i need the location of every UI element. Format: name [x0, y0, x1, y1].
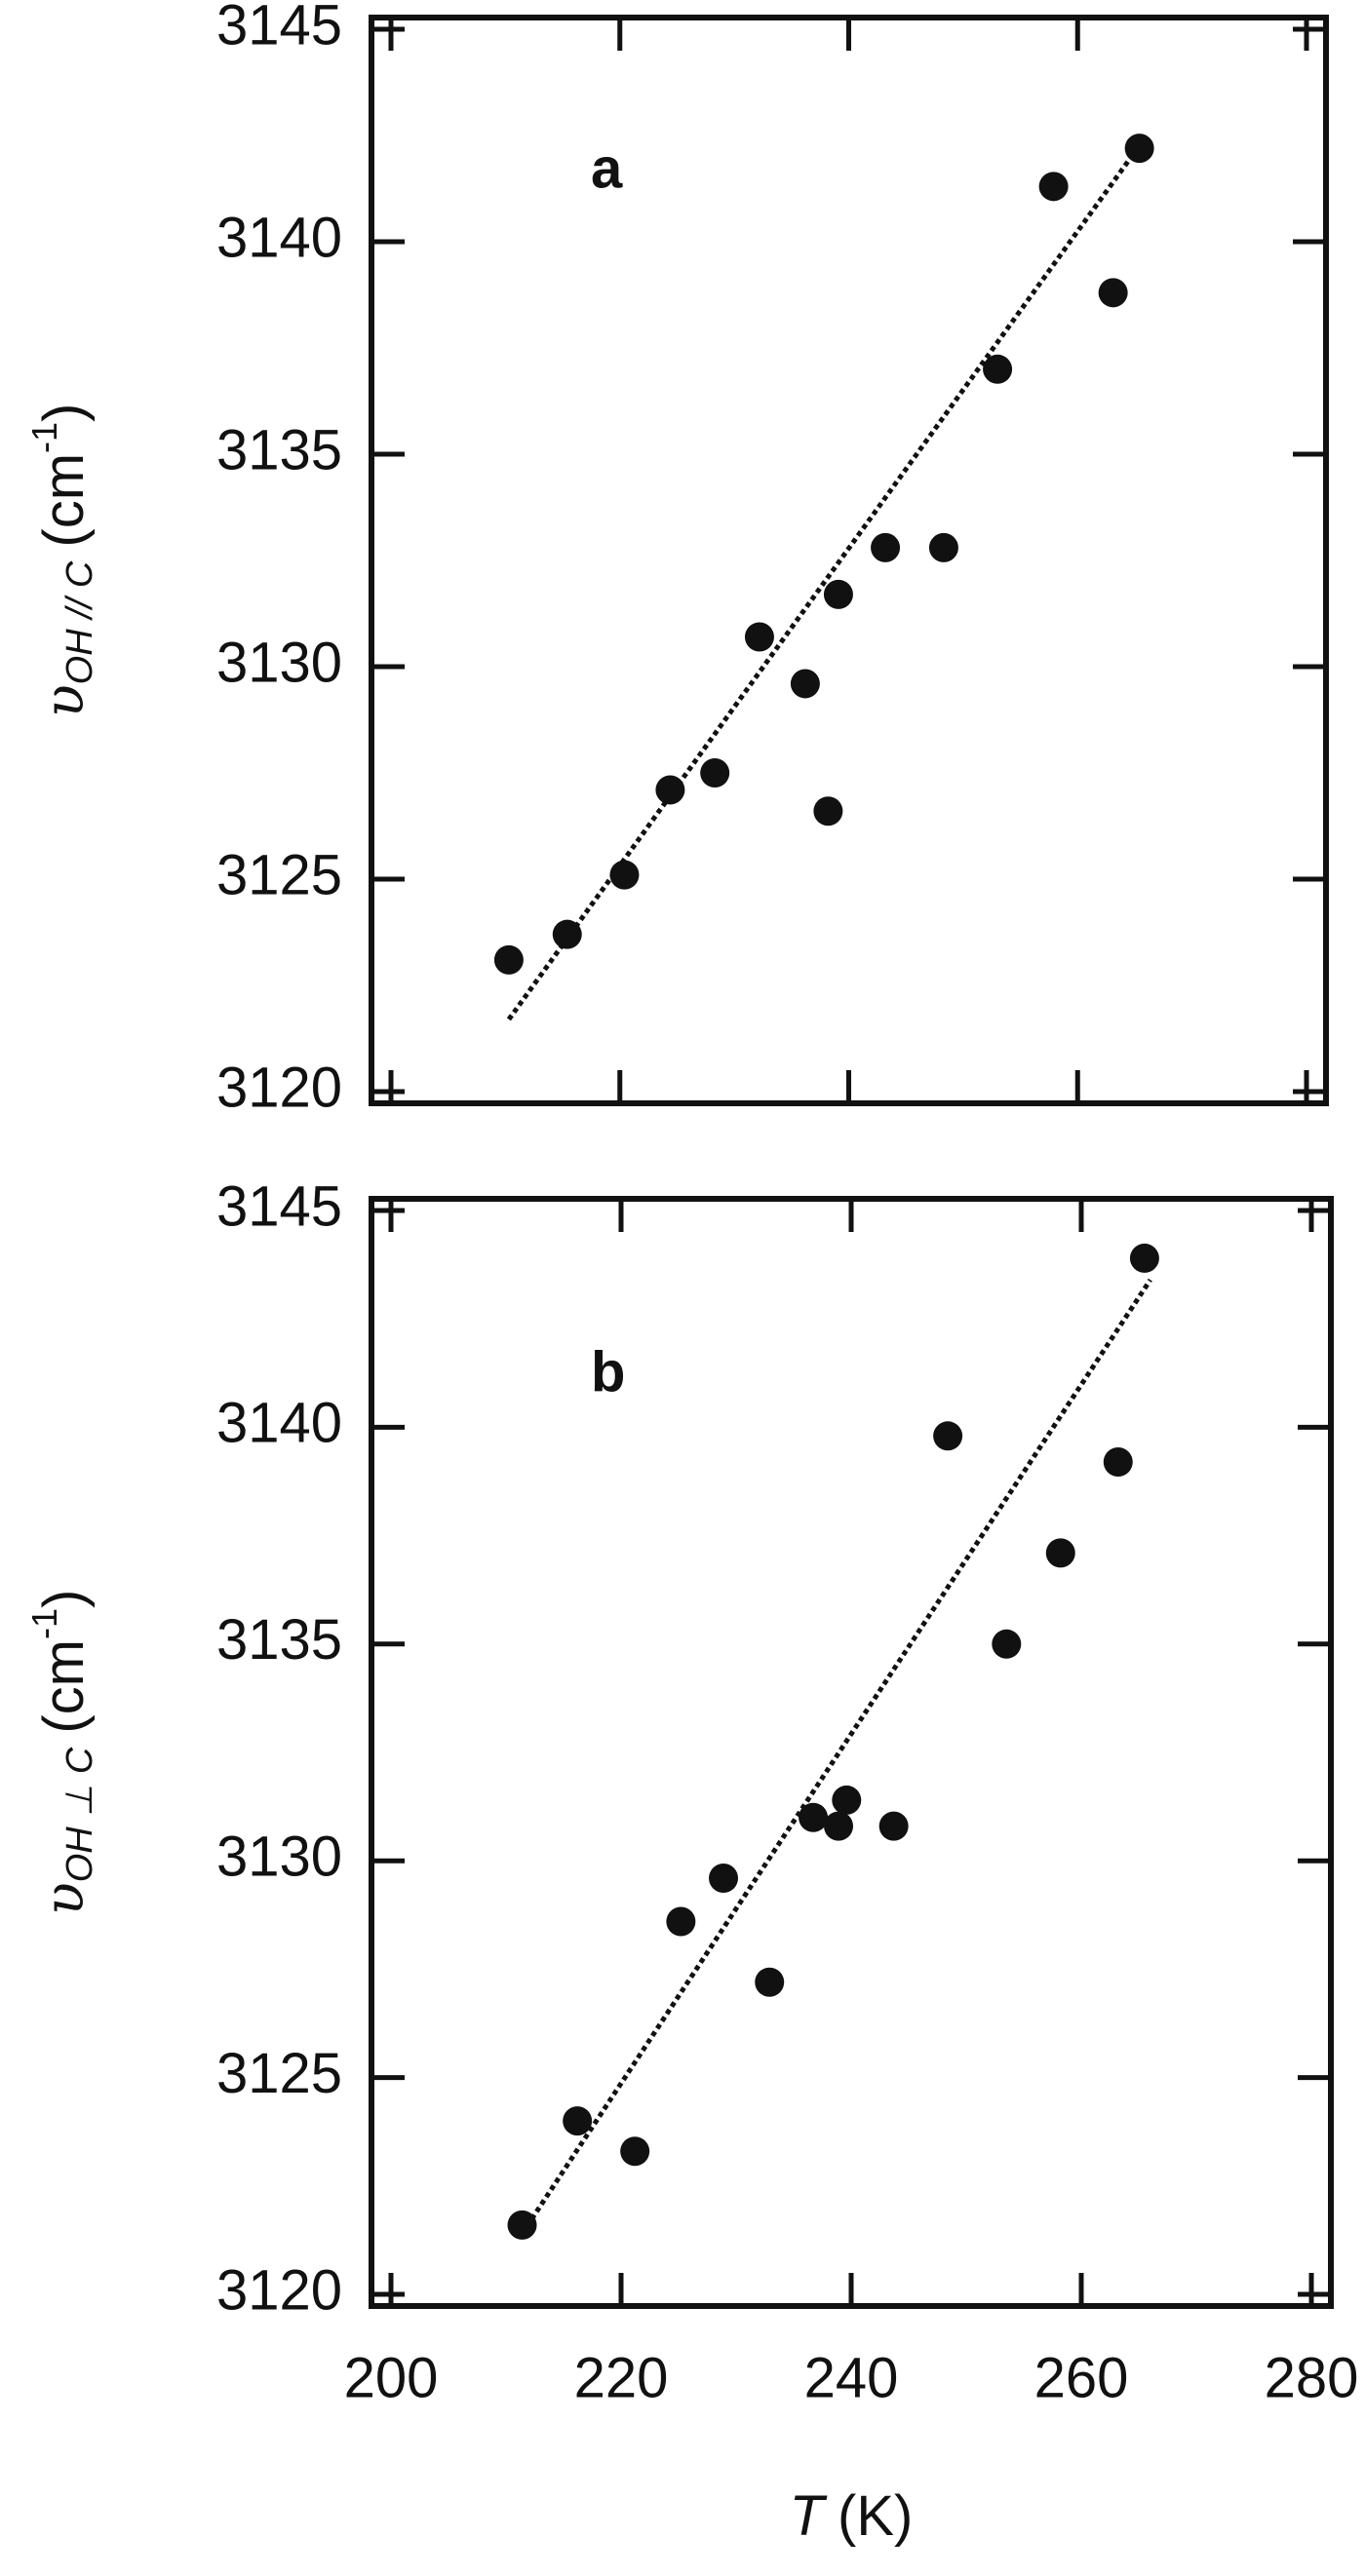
y-tick-label: 3125 — [216, 2042, 342, 2105]
fit-line — [506, 155, 1134, 1021]
data-point — [709, 1863, 739, 1893]
y-label-subscript: OH // C — [59, 560, 100, 684]
y-label-exponent: -1 — [24, 1608, 64, 1639]
y-label-close: ) — [32, 404, 96, 422]
data-point — [878, 1811, 909, 1841]
y-tick-label: 3130 — [216, 1826, 342, 1889]
data-point — [871, 532, 901, 562]
y-label-symbol: υ — [33, 684, 97, 717]
y-label-unit: (cm — [32, 453, 96, 548]
x-tick-label: 200 — [344, 2346, 439, 2409]
y-label-unit: (cm — [32, 1639, 96, 1734]
data-point — [799, 1802, 829, 1832]
data-point — [790, 669, 820, 699]
data-point — [609, 860, 640, 890]
data-point — [1098, 278, 1128, 308]
data-point — [493, 944, 524, 975]
plot-frame — [369, 1196, 1334, 2309]
panel-label: a — [591, 136, 623, 200]
y-axis-label: υOH // C (cm-1) — [24, 404, 101, 718]
y-tick-label: 3120 — [216, 1056, 342, 1119]
x-label-unit: (K) — [838, 2484, 913, 2548]
y-tick-label: 3145 — [216, 1174, 342, 1238]
data-point — [832, 1785, 862, 1815]
data-point — [992, 1629, 1022, 1659]
data-point — [1129, 1243, 1159, 1273]
x-tick-label: 240 — [804, 2346, 899, 2409]
data-point — [1045, 1538, 1075, 1568]
y-label-symbol: υ — [33, 1882, 97, 1915]
data-point — [700, 758, 730, 788]
y-tick-label: 3120 — [216, 2258, 342, 2322]
data-point — [755, 1967, 785, 1997]
plot-frame — [369, 15, 1329, 1106]
y-axis-label: υOH ⊥ C (cm-1) — [24, 1590, 101, 1916]
y-label-subscript: OH ⊥ C — [59, 1747, 100, 1882]
y-tick-label: 3140 — [216, 206, 342, 269]
y-tick-label: 3130 — [216, 631, 342, 694]
y-tick-label: 3140 — [216, 1392, 342, 1455]
data-point — [666, 1906, 696, 1937]
panel-label: b — [591, 1340, 625, 1403]
data-point — [1103, 1446, 1133, 1477]
data-point — [744, 622, 774, 652]
data-point — [620, 2136, 650, 2167]
y-tick-label: 3145 — [216, 0, 342, 57]
data-point — [1038, 172, 1069, 202]
data-point — [563, 2106, 593, 2136]
data-point — [552, 919, 582, 949]
data-point — [823, 579, 853, 609]
fit-line — [520, 1278, 1152, 2236]
x-tick-label: 220 — [574, 2346, 669, 2409]
data-point — [933, 1421, 963, 1451]
data-point — [983, 354, 1013, 384]
data-point — [655, 775, 685, 805]
data-point — [928, 532, 958, 562]
x-tick-label: 260 — [1034, 2346, 1129, 2409]
y-tick-label: 3135 — [216, 418, 342, 481]
x-label-symbol: T — [790, 2484, 828, 2548]
data-point — [824, 1811, 854, 1841]
y-label-close: ) — [32, 1590, 96, 1608]
data-point — [813, 796, 843, 827]
y-tick-label: 3135 — [216, 1608, 342, 1672]
y-label-exponent: -1 — [24, 422, 64, 453]
data-point — [507, 2210, 537, 2240]
y-tick-label: 3125 — [216, 843, 342, 906]
x-tick-label: 280 — [1265, 2346, 1359, 2409]
data-point — [1124, 134, 1154, 164]
x-axis-label: T (K) — [790, 2484, 914, 2548]
